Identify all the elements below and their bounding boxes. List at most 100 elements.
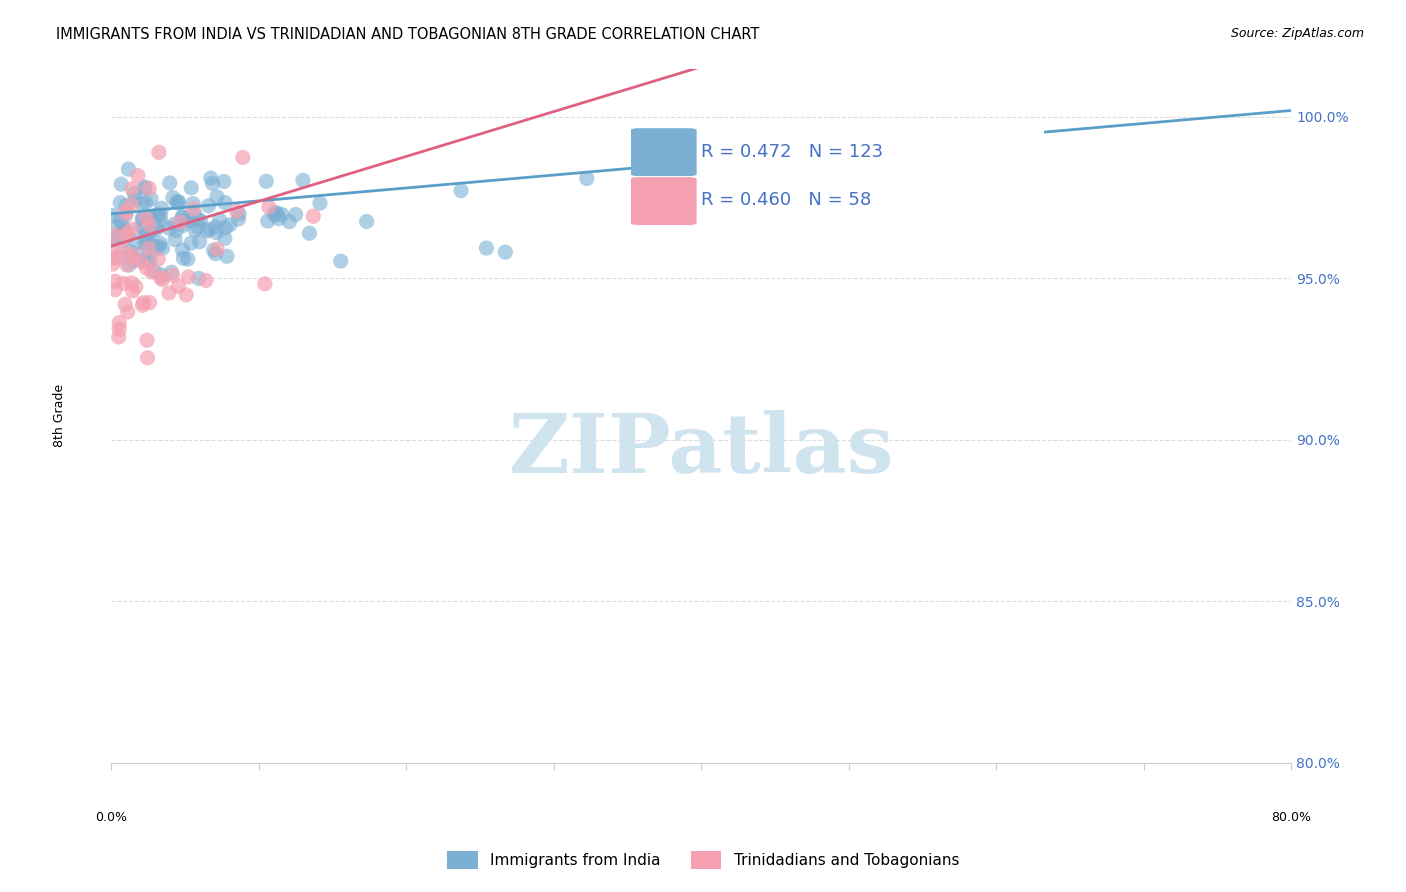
Text: 80.0%: 80.0% xyxy=(1271,811,1312,824)
Immigrants from India xyxy=(104,231,127,245)
Trinidadians and Tobagonians xyxy=(115,203,138,218)
Immigrants from India xyxy=(184,223,207,237)
Immigrants from India xyxy=(150,201,173,215)
Immigrants from India xyxy=(219,218,242,232)
Immigrants from India xyxy=(129,219,152,233)
Trinidadians and Tobagonians xyxy=(108,322,131,336)
Trinidadians and Tobagonians xyxy=(132,295,155,310)
Immigrants from India xyxy=(134,180,156,194)
Legend: Immigrants from India, Trinidadians and Tobagonians: Immigrants from India, Trinidadians and … xyxy=(441,845,965,875)
Trinidadians and Tobagonians xyxy=(120,197,142,211)
Trinidadians and Tobagonians xyxy=(177,269,200,284)
Immigrants from India xyxy=(112,234,135,248)
Immigrants from India xyxy=(205,189,228,203)
Trinidadians and Tobagonians xyxy=(150,272,173,286)
Immigrants from India xyxy=(139,253,162,268)
Immigrants from India xyxy=(139,192,162,206)
Immigrants from India xyxy=(356,214,378,228)
Immigrants from India xyxy=(145,208,167,222)
Immigrants from India xyxy=(111,226,134,240)
Trinidadians and Tobagonians xyxy=(157,285,180,300)
Trinidadians and Tobagonians xyxy=(183,202,205,216)
Immigrants from India xyxy=(122,186,145,201)
Immigrants from India xyxy=(124,253,146,268)
Immigrants from India xyxy=(263,205,285,219)
Immigrants from India xyxy=(165,223,187,237)
Immigrants from India xyxy=(202,243,225,257)
Trinidadians and Tobagonians xyxy=(115,226,138,240)
Trinidadians and Tobagonians xyxy=(125,279,148,293)
Trinidadians and Tobagonians xyxy=(150,270,173,285)
Immigrants from India xyxy=(271,208,294,222)
Trinidadians and Tobagonians xyxy=(138,241,160,255)
Immigrants from India xyxy=(125,192,148,206)
Immigrants from India xyxy=(177,252,200,267)
Immigrants from India xyxy=(135,195,157,210)
Trinidadians and Tobagonians xyxy=(104,228,127,243)
Immigrants from India xyxy=(198,222,221,236)
Immigrants from India xyxy=(267,211,290,226)
Immigrants from India xyxy=(132,211,155,225)
Immigrants from India xyxy=(145,220,167,235)
Immigrants from India xyxy=(110,195,132,210)
Immigrants from India xyxy=(309,196,332,211)
Immigrants from India xyxy=(188,235,211,249)
Trinidadians and Tobagonians xyxy=(225,204,247,219)
Immigrants from India xyxy=(170,214,193,228)
Immigrants from India xyxy=(187,213,209,227)
Trinidadians and Tobagonians xyxy=(138,218,160,232)
Immigrants from India xyxy=(204,246,226,260)
Immigrants from India xyxy=(145,222,167,236)
Immigrants from India xyxy=(172,219,194,233)
Trinidadians and Tobagonians xyxy=(253,277,276,291)
Immigrants from India xyxy=(138,226,160,240)
Trinidadians and Tobagonians xyxy=(136,351,159,365)
Text: IMMIGRANTS FROM INDIA VS TRINIDADIAN AND TOBAGONIAN 8TH GRADE CORRELATION CHART: IMMIGRANTS FROM INDIA VS TRINIDADIAN AND… xyxy=(56,27,759,42)
Immigrants from India xyxy=(101,234,124,248)
Immigrants from India xyxy=(201,177,224,191)
Immigrants from India xyxy=(163,217,186,231)
Immigrants from India xyxy=(172,210,194,224)
Immigrants from India xyxy=(215,249,238,263)
Immigrants from India xyxy=(139,211,162,226)
Trinidadians and Tobagonians xyxy=(121,276,143,290)
Immigrants from India xyxy=(214,231,236,245)
Immigrants from India xyxy=(329,254,352,268)
Immigrants from India xyxy=(134,228,156,243)
Trinidadians and Tobagonians xyxy=(127,169,149,183)
Text: Source: ZipAtlas.com: Source: ZipAtlas.com xyxy=(1230,27,1364,40)
Immigrants from India xyxy=(212,174,235,188)
Immigrants from India xyxy=(134,181,156,195)
Immigrants from India xyxy=(176,212,198,227)
Trinidadians and Tobagonians xyxy=(121,284,143,298)
Immigrants from India xyxy=(179,213,201,227)
Immigrants from India xyxy=(172,210,194,224)
Trinidadians and Tobagonians xyxy=(194,273,217,287)
Immigrants from India xyxy=(172,251,194,265)
Trinidadians and Tobagonians xyxy=(114,206,136,220)
Immigrants from India xyxy=(228,212,250,227)
Immigrants from India xyxy=(575,171,598,186)
Immigrants from India xyxy=(145,239,167,253)
Trinidadians and Tobagonians xyxy=(104,274,127,288)
Immigrants from India xyxy=(162,191,184,205)
Immigrants from India xyxy=(149,209,172,223)
Immigrants from India xyxy=(197,199,219,213)
Trinidadians and Tobagonians xyxy=(121,182,143,196)
Immigrants from India xyxy=(172,243,194,257)
Trinidadians and Tobagonians xyxy=(121,222,143,236)
Trinidadians and Tobagonians xyxy=(112,277,135,291)
Immigrants from India xyxy=(208,212,231,227)
Immigrants from India xyxy=(159,176,181,190)
Immigrants from India xyxy=(125,247,148,261)
Trinidadians and Tobagonians xyxy=(135,211,157,226)
Immigrants from India xyxy=(149,214,172,228)
Immigrants from India xyxy=(121,251,143,265)
Trinidadians and Tobagonians xyxy=(101,242,124,256)
Trinidadians and Tobagonians xyxy=(162,268,184,282)
Immigrants from India xyxy=(187,220,209,235)
Immigrants from India xyxy=(138,235,160,249)
Immigrants from India xyxy=(117,228,139,243)
Trinidadians and Tobagonians xyxy=(131,298,153,312)
Immigrants from India xyxy=(136,239,159,253)
